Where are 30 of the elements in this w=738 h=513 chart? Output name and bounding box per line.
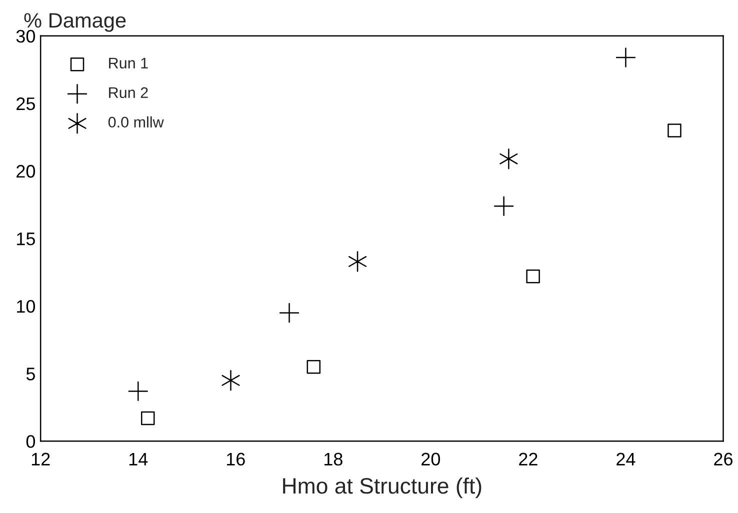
x-axis-title: Hmo at Structure (ft): [283, 477, 482, 498]
y-tick-label: 10: [17, 300, 36, 313]
point: [348, 251, 367, 272]
point: [493, 196, 514, 216]
x-tick-label: 14: [129, 452, 148, 466]
x-tick-label: 18: [324, 452, 342, 466]
point: [615, 47, 636, 68]
legend-label: Run 1: [109, 58, 148, 69]
y-tick-label: 30: [16, 30, 36, 43]
y-tick-label: 0: [26, 435, 36, 448]
point: [222, 370, 240, 391]
x-tick-label: 12: [32, 452, 50, 466]
point: [668, 124, 682, 138]
y-tick-label: 25: [16, 97, 35, 110]
point: [500, 148, 518, 170]
legend-label: Run 2: [109, 87, 148, 98]
x-tick-label: 16: [226, 452, 245, 466]
y-tick-label: 15: [17, 232, 35, 246]
x-tick-label: 20: [422, 452, 440, 466]
y-tick-label: 5: [26, 368, 35, 380]
legend-label: 0.0 mllw: [108, 116, 164, 128]
x-tick-label: 22: [519, 452, 538, 466]
point: [526, 269, 540, 284]
point: [278, 302, 300, 324]
point: [306, 360, 321, 374]
y-tick-label: 20: [16, 164, 36, 178]
x-tick-label: 26: [714, 452, 732, 466]
point: [128, 380, 148, 402]
point: [140, 411, 155, 426]
x-tick-label: 24: [616, 452, 636, 466]
